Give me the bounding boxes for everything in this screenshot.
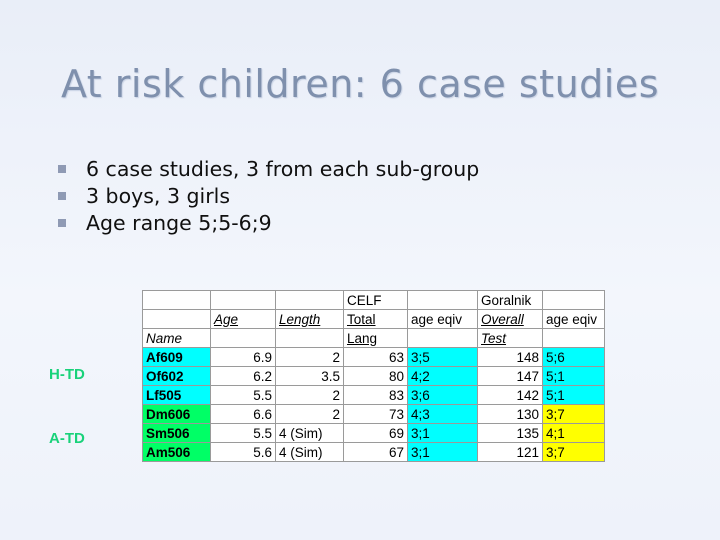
header-age: Age [210,309,276,329]
header-overall: Overall [477,309,543,329]
table-row: Af609 6.9 2 63 3;5 148 5;6 [142,347,605,367]
table-row: Lf505 5.5 2 83 3;6 142 5;1 [142,385,605,405]
cell-age: 6.2 [210,366,276,386]
cell-celf-total: 63 [343,347,408,367]
header-test: Test [477,328,543,348]
cell-length: 3.5 [275,366,344,386]
header-age-eqiv-celf: age eqiv [407,309,478,329]
cell-name: Af609 [142,347,211,367]
bullet-item: 6 case studies, 3 from each sub-group [58,155,479,182]
cell-celf-total: 80 [343,366,408,386]
header-cell [542,290,605,310]
cell-name: Dm606 [142,404,211,424]
header-cell [210,290,276,310]
cell-length: 2 [275,347,344,367]
table-header-row: Name Lang Test [142,328,605,348]
cell-celf-total: 69 [343,423,408,443]
cell-goralnik-age-eqiv: 5;6 [542,347,605,367]
header-cell [407,290,478,310]
cell-overall: 135 [477,423,543,443]
cell-goralnik-age-eqiv: 3;7 [542,404,605,424]
cell-celf-total: 73 [343,404,408,424]
header-lang: Lang [343,328,408,348]
bullet-text: 3 boys, 3 girls [86,183,231,208]
cell-overall: 148 [477,347,543,367]
header-cell [142,309,211,329]
group-label-htd: H-TD [49,366,85,383]
case-study-table: CELF Goralnik Age Length Total age eqiv … [142,290,605,462]
header-length: Length [275,309,344,329]
bullet-list: 6 case studies, 3 from each sub-group 3 … [58,155,479,236]
table-header-row: Age Length Total age eqiv Overall age eq… [142,309,605,329]
bullet-text: Age range 5;5-6;9 [86,210,272,235]
cell-goralnik-age-eqiv: 3;7 [542,442,605,462]
header-cell [275,328,344,348]
cell-name: Lf505 [142,385,211,405]
bullet-text: 6 case studies, 3 from each sub-group [86,156,480,181]
cell-overall: 121 [477,442,543,462]
header-cell [407,328,478,348]
cell-overall: 147 [477,366,543,386]
cell-length: 4 (Sim) [275,442,344,462]
cell-celf-total: 83 [343,385,408,405]
cell-celf-age-eqiv: 3;1 [407,423,478,443]
cell-age: 5.5 [210,423,276,443]
header-cell [142,290,211,310]
cell-length: 2 [275,385,344,405]
cell-celf-age-eqiv: 3;5 [407,347,478,367]
cell-celf-age-eqiv: 4;3 [407,404,478,424]
cell-celf-age-eqiv: 3;1 [407,442,478,462]
cell-goralnik-age-eqiv: 5;1 [542,385,605,405]
bullet-square-icon [58,218,66,227]
header-goralnik: Goralnik [477,290,543,310]
cell-celf-total: 67 [343,442,408,462]
header-name: Name [142,328,211,348]
cell-goralnik-age-eqiv: 5;1 [542,366,605,386]
bullet-square-icon [58,164,66,173]
cell-age: 6.9 [210,347,276,367]
header-age-eqiv-goralnik: age eqiv [542,309,605,329]
header-cell [542,328,605,348]
cell-length: 2 [275,404,344,424]
header-cell [275,290,344,310]
table-header-row: CELF Goralnik [142,290,605,310]
table-row: Of602 6.2 3.5 80 4;2 147 5;1 [142,366,605,386]
table-row: Am506 5.6 4 (Sim) 67 3;1 121 3;7 [142,442,605,462]
cell-celf-age-eqiv: 4;2 [407,366,478,386]
table-row: Dm606 6.6 2 73 4;3 130 3;7 [142,404,605,424]
cell-celf-age-eqiv: 3;6 [407,385,478,405]
cell-goralnik-age-eqiv: 4;1 [542,423,605,443]
bullet-item: Age range 5;5-6;9 [58,209,479,236]
cell-overall: 142 [477,385,543,405]
slide-title: At risk children: 6 case studies [60,62,660,106]
cell-overall: 130 [477,404,543,424]
cell-age: 5.5 [210,385,276,405]
header-cell [210,328,276,348]
cell-name: Sm506 [142,423,211,443]
bullet-square-icon [58,191,66,200]
cell-name: Am506 [142,442,211,462]
header-celf: CELF [343,290,408,310]
group-label-atd: A-TD [49,430,85,447]
cell-name: Of602 [142,366,211,386]
cell-length: 4 (Sim) [275,423,344,443]
cell-age: 6.6 [210,404,276,424]
bullet-item: 3 boys, 3 girls [58,182,479,209]
cell-age: 5.6 [210,442,276,462]
table-row: Sm506 5.5 4 (Sim) 69 3;1 135 4;1 [142,423,605,443]
header-total: Total [343,309,408,329]
